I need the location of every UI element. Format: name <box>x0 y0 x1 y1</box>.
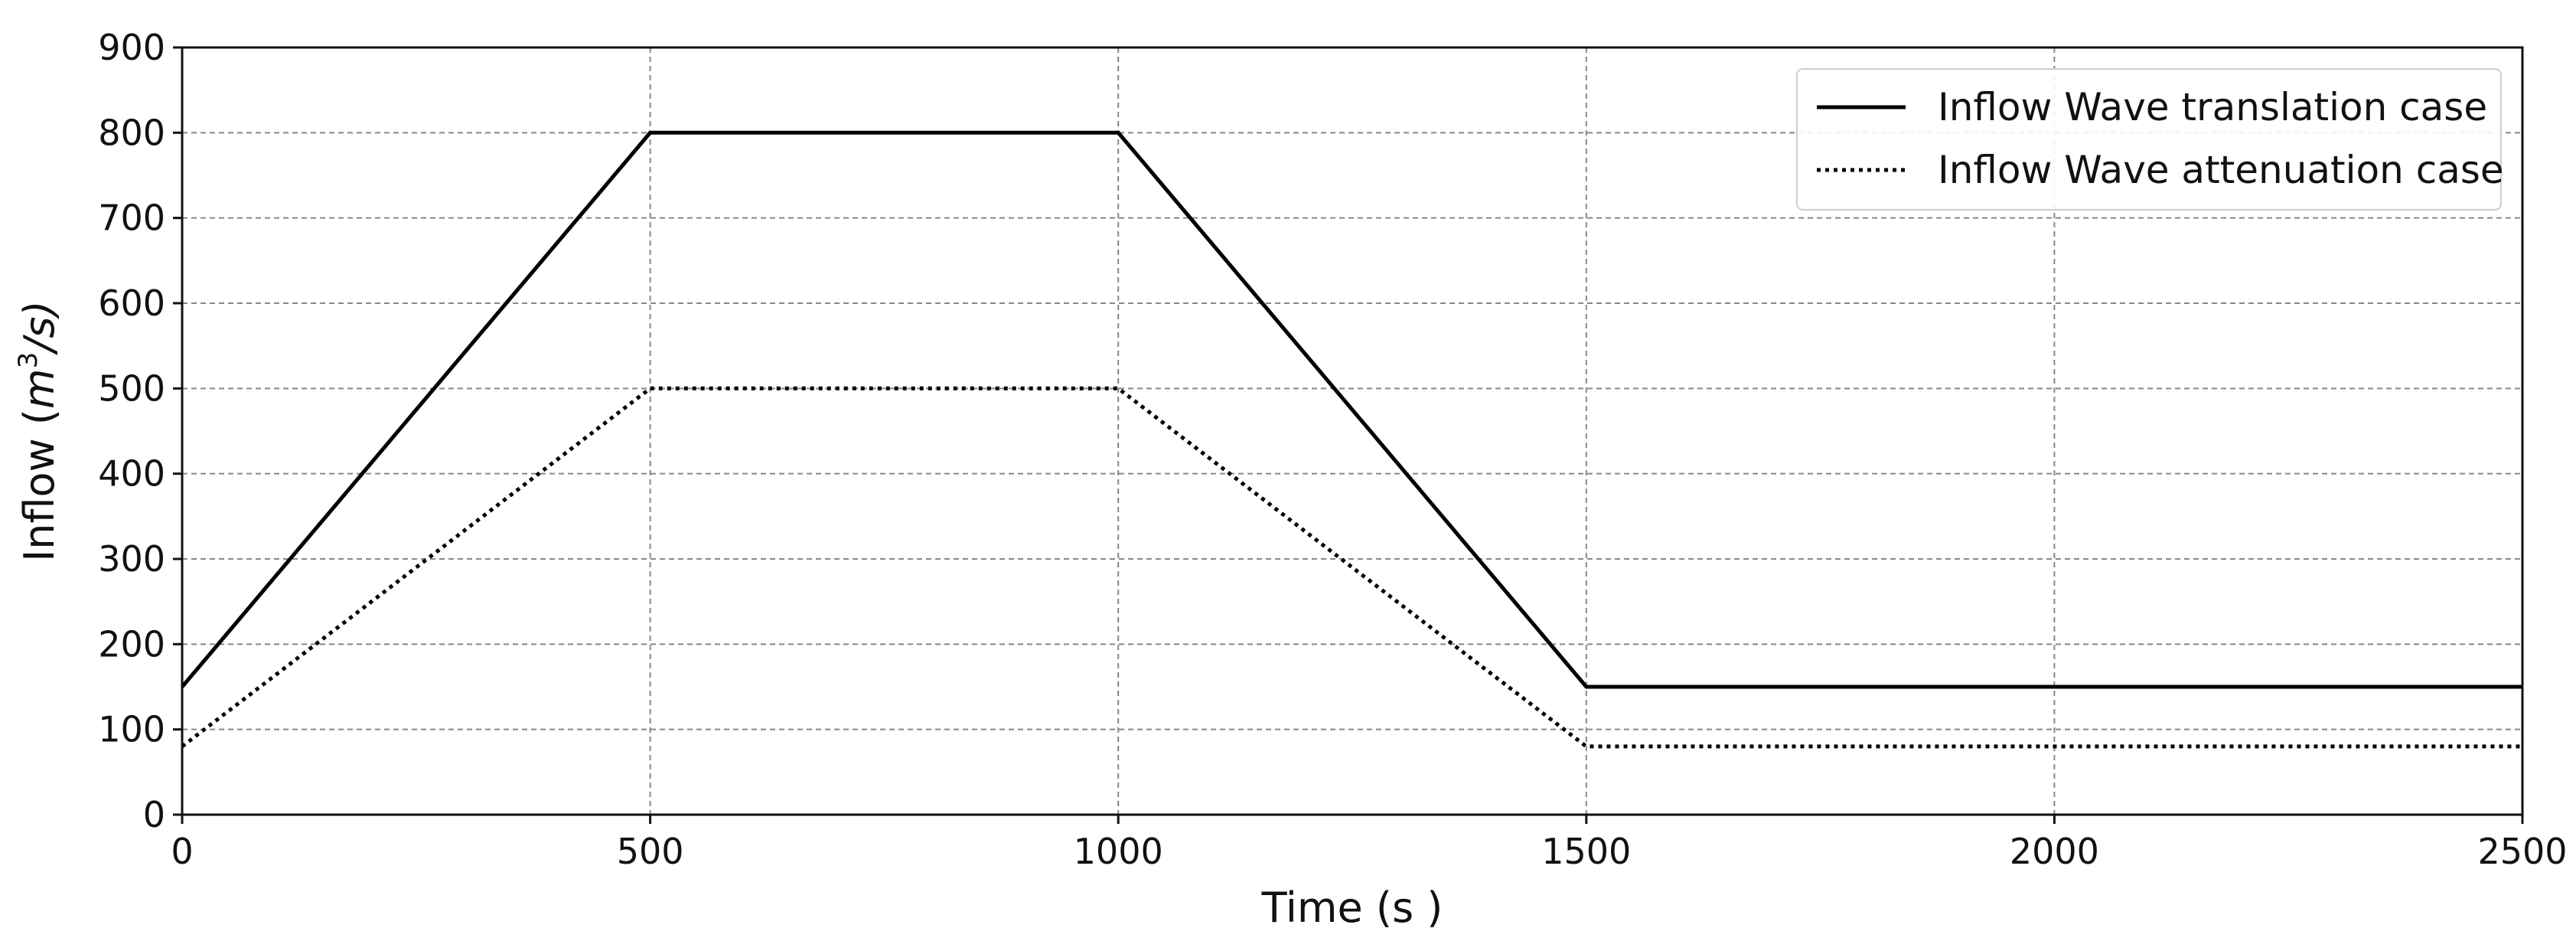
y-axis-title-prefix: Inflow ( <box>15 409 64 562</box>
series-line-translation <box>182 132 2522 687</box>
series-line-attenuation <box>182 388 2522 747</box>
x-tick-label: 500 <box>617 831 684 872</box>
y-axis-title-suffix: /s) <box>15 300 64 355</box>
legend-label-attenuation: Inflow Wave attenuation case <box>1938 148 2504 192</box>
legend-label-translation: Inflow Wave translation case <box>1938 85 2487 129</box>
series-lines <box>182 132 2522 747</box>
y-axis-title-sup: 3 <box>13 352 44 369</box>
y-tick-label: 700 <box>98 198 165 239</box>
x-tick-label: 2000 <box>2010 831 2099 872</box>
legend: Inflow Wave translation case Inflow Wave… <box>1797 69 2504 210</box>
x-tick-label: 0 <box>171 831 193 872</box>
y-tick-label: 200 <box>98 623 165 665</box>
x-tick-label: 2500 <box>2477 831 2567 872</box>
y-tick-label: 900 <box>98 27 165 68</box>
y-tick-label: 500 <box>98 368 165 409</box>
y-tick-label: 0 <box>143 794 165 835</box>
y-tick-label: 100 <box>98 709 165 750</box>
x-axis-title: Time (s ) <box>1261 884 1443 932</box>
y-axis-title: Inflow (m3/s) <box>13 300 64 561</box>
y-tick-label: 400 <box>98 453 165 495</box>
y-tick-label: 800 <box>98 112 165 153</box>
y-axis-title-math: m <box>15 368 64 409</box>
x-tick-label: 1000 <box>1074 831 1163 872</box>
x-tick-label: 1500 <box>1541 831 1631 872</box>
y-tick-label: 600 <box>98 283 165 324</box>
y-tick-label: 300 <box>98 538 165 580</box>
